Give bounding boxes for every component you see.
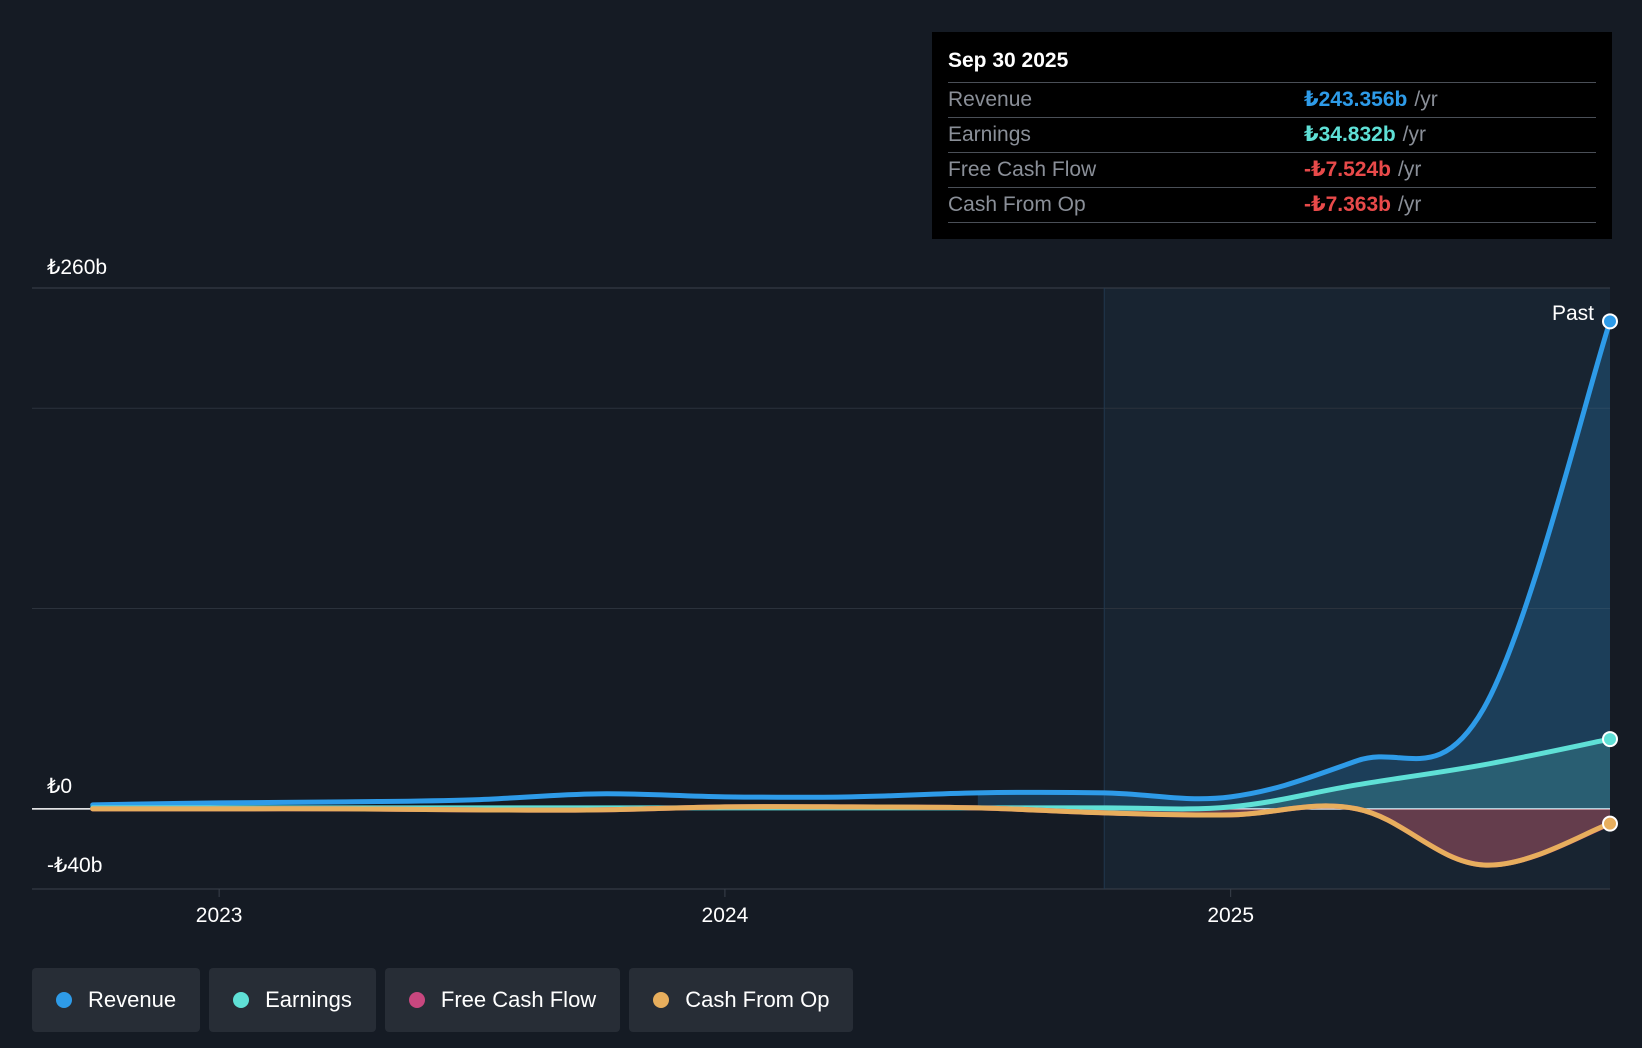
tooltip-panel: Sep 30 2025 Revenue ₺243.356b /yr Earnin…	[932, 32, 1612, 239]
tooltip-unit: /yr	[1414, 88, 1438, 111]
end-dot-earnings	[1602, 731, 1618, 748]
legend-label: Cash From Op	[685, 987, 830, 1012]
area-revenue	[977, 321, 1610, 809]
end-dot-revenue	[1602, 313, 1618, 330]
area-cash-from-op	[977, 805, 1610, 866]
axis-labels: ₺260b ₺0 -₺40b 2023 2024 2025 Past	[47, 256, 1594, 927]
legend-item-cash-from-op[interactable]: Cash From Op	[629, 968, 854, 1032]
legend-dot-icon	[408, 992, 425, 1008]
series-lines	[90, 318, 1613, 868]
legend: Revenue Earnings Free Cash Flow Cash Fro…	[32, 968, 862, 1032]
legend-label: Free Cash Flow	[440, 987, 597, 1012]
tooltip-row-revenue: Revenue ₺243.356b /yr	[948, 82, 1596, 117]
tooltip-label: Free Cash Flow	[948, 158, 1097, 181]
chart-canvas: ₺260b ₺0 -₺40b 2023 2024 2025 Past	[32, 256, 1618, 927]
end-dot-cash-from-op	[1602, 815, 1618, 832]
area-earnings	[977, 739, 1610, 809]
legend-dot-icon	[56, 992, 72, 1008]
legend-label: Revenue	[88, 987, 177, 1012]
tooltip-value: ₺243.356b	[1304, 88, 1408, 111]
tooltip-row-cash-from-op: Cash From Op -₺7.363b /yr	[948, 187, 1596, 223]
series-areas	[977, 321, 1610, 866]
y-tick-label-bottom: -₺40b	[47, 854, 102, 877]
past-label: Past	[1552, 302, 1594, 325]
tooltip-value: -₺7.524b	[1304, 158, 1391, 181]
series-end-dots	[1602, 313, 1618, 832]
tooltip-unit: /yr	[1402, 123, 1426, 146]
line-revenue	[90, 318, 1613, 808]
x-tick-label: 2025	[1207, 904, 1254, 927]
past-region-background	[1104, 288, 1610, 889]
tooltip-date: Sep 30 2025	[948, 49, 1069, 72]
tooltip-row-free-cash-flow: Free Cash Flow -₺7.524b /yr	[948, 152, 1596, 187]
legend-item-free-cash-flow[interactable]: Free Cash Flow	[384, 968, 621, 1032]
tooltip-unit: /yr	[1397, 158, 1422, 181]
legend-dot-icon	[653, 992, 670, 1008]
y-tick-label-zero: ₺0	[47, 775, 72, 798]
legend-label: Earnings	[265, 987, 352, 1012]
legend-item-earnings[interactable]: Earnings	[209, 968, 376, 1032]
tooltip-unit: /yr	[1397, 193, 1422, 216]
tooltip-value: ₺34.832b	[1304, 123, 1396, 146]
tooltip-label: Earnings	[948, 123, 1031, 146]
legend-dot-icon	[233, 992, 250, 1008]
tooltip-row-earnings: Earnings ₺34.832b /yr	[948, 117, 1596, 152]
tooltip-label: Cash From Op	[948, 193, 1086, 216]
line-cash-from-op	[90, 803, 1613, 868]
legend-item-revenue[interactable]: Revenue	[32, 968, 201, 1032]
tooltip-label: Revenue	[948, 88, 1033, 111]
area-free-cash-flow	[977, 805, 1610, 866]
tooltip-value: -₺7.363b	[1304, 193, 1391, 216]
x-tick-label: 2024	[702, 904, 749, 927]
x-tick-label: 2023	[196, 904, 243, 927]
y-tick-label-top: ₺260b	[47, 256, 107, 279]
